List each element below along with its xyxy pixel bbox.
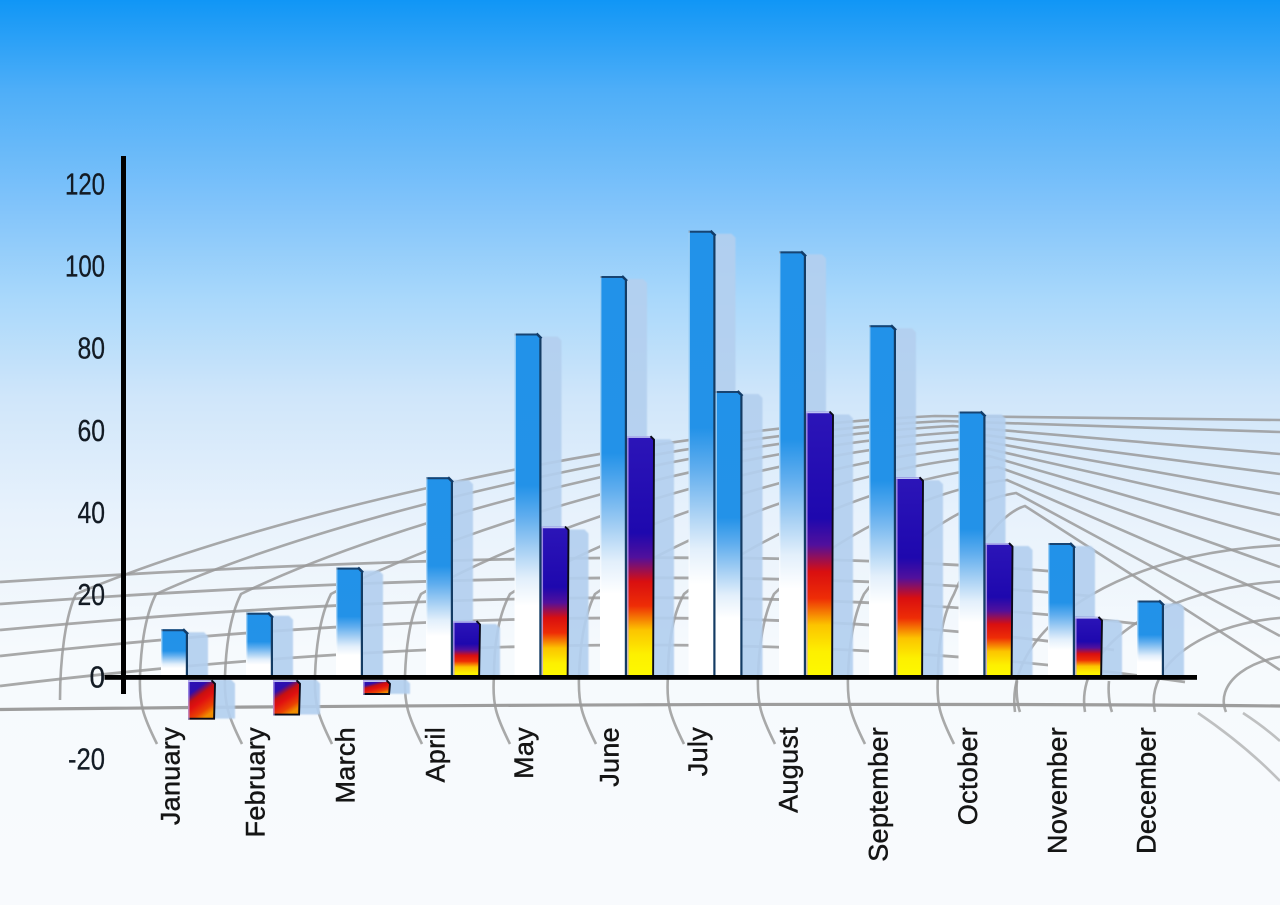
svg-text:April: April xyxy=(421,727,451,783)
svg-text:December: December xyxy=(1132,727,1162,854)
svg-text:February: February xyxy=(241,727,271,838)
svg-text:-20: -20 xyxy=(68,741,105,776)
svg-text:July: July xyxy=(683,727,713,776)
svg-text:120: 120 xyxy=(65,166,105,201)
svg-text:September: September xyxy=(864,727,894,862)
svg-text:May: May xyxy=(509,727,539,779)
svg-text:60: 60 xyxy=(78,413,106,448)
svg-text:March: March xyxy=(331,727,361,804)
svg-text:100: 100 xyxy=(65,249,105,284)
svg-text:80: 80 xyxy=(78,331,106,366)
svg-text:40: 40 xyxy=(78,495,106,530)
svg-text:20: 20 xyxy=(78,577,106,612)
svg-text:January: January xyxy=(156,727,186,825)
svg-text:August: August xyxy=(774,727,804,813)
svg-text:June: June xyxy=(595,727,625,787)
svg-text:0: 0 xyxy=(90,659,106,694)
svg-text:November: November xyxy=(1043,727,1073,854)
svg-text:October: October xyxy=(953,727,983,825)
